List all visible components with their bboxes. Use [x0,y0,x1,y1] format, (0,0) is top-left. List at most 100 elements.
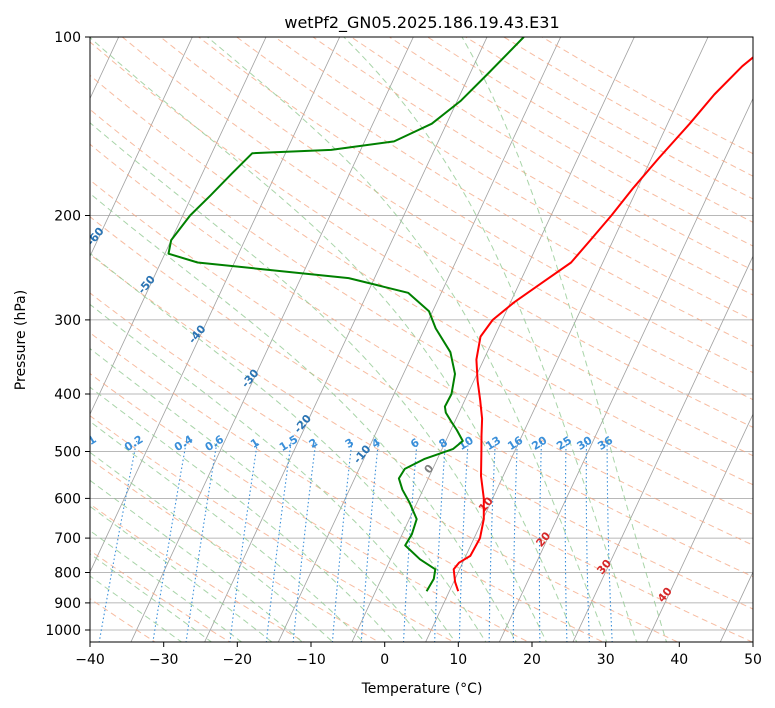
dry-adiabat-line [90,41,753,457]
mixing-ratio-label: 0.4 [172,432,196,454]
isotherm-line [351,37,635,642]
mixing-ratio-line [538,440,543,642]
isotherm-line [425,37,709,642]
isotherm-lines [90,37,753,642]
dry-adiabat-line [197,37,753,374]
isotherm-line [90,37,267,416]
mixing-ratio-label: 6 [408,436,422,451]
mixing-ratio-line [98,440,138,642]
mixing-ratio-label: 36 [595,434,615,453]
dry-adiabat-line [90,292,679,642]
x-axis-label: Temperature (°C) [361,681,483,697]
isotherm-label: -80 [0,132,3,156]
mixing-ratio-line [292,440,317,642]
dry-adiabat-line [90,74,753,486]
moist-adiabat-line [90,347,426,642]
y-tick-label: 700 [54,531,81,547]
isotherm-label: -40 [186,322,209,346]
moist-adiabat-line [343,37,638,642]
dry-adiabat-line [426,37,753,223]
mixing-ratio-label: 25 [554,434,574,453]
isotherm-line [204,37,488,642]
mixing-ratio-line [402,440,418,642]
x-tick-label: 30 [597,652,615,668]
isotherm-line [90,37,341,573]
x-tick-label: −30 [149,652,179,668]
isotherm-label: -60 [84,225,107,249]
mixing-ratio-label: 16 [505,434,525,453]
dry-adiabat-line [90,415,455,642]
mixing-ratio-lines [90,440,613,642]
mixing-ratio-line [229,440,259,642]
moist-adiabat-line [207,37,608,642]
mixing-ratio-label: 30 [575,434,595,453]
mixing-ratio-line [606,441,613,642]
mixing-ratio-line [331,440,353,642]
x-tick-label: 20 [523,652,541,668]
mixing-ratio-label: 20 [530,434,550,453]
dry-adiabat-line [90,549,231,642]
moist-adiabat-line [461,37,668,642]
isotherm-line [646,413,753,642]
background-line-labels: 0.10.20.40.611.52346810131620253036-100-… [0,132,675,605]
mixing-ratio-label: 2 [307,436,320,451]
dry-adiabat-line [90,458,380,642]
y-axis-ticks: 100 200 300 400 500 600 700 800 900 1000 [45,30,90,639]
y-tick-label: 500 [54,445,81,461]
dry-adiabat-line [90,108,753,516]
y-tick-label: 800 [54,566,81,582]
moist-adiabat-label: 0 [422,462,437,476]
moist-adiabat-line [90,192,517,642]
dry-adiabat-line [90,332,605,642]
mixing-ratio-label: 8 [437,436,450,451]
moist-adiabat-line [90,386,395,642]
mixing-ratio-line [564,440,568,642]
y-tick-label: 900 [54,596,81,612]
mixing-ratio-line [458,440,469,642]
moist-adiabat-line [90,303,456,642]
moist-adiabat-line [90,505,273,642]
mixing-ratio-label: 1 [248,436,261,451]
mixing-ratio-line [512,440,518,642]
y-axis-label: Pressure (hPa) [13,290,29,390]
x-tick-label: −40 [75,652,105,668]
chart-title: wetPf2_GN05.2025.186.19.43.E31 [284,13,559,33]
temperature-profile-line [452,56,753,592]
x-tick-label: 0 [380,652,389,668]
dry-adiabat-line [90,216,753,610]
mixing-ratio-label: 0.1 [75,433,98,454]
dry-adiabat-line [235,37,753,347]
moist-adiabat-line [90,451,334,642]
profile-series [167,37,753,592]
dry-adiabat-line [121,37,753,428]
moist-adiabats [90,37,668,642]
dry-adiabat-line [159,37,753,401]
dry-adiabat-line [90,179,753,578]
isotherm-line [277,37,562,642]
y-tick-label: 1000 [45,623,81,639]
mixing-ratio-label: 0.6 [203,432,227,454]
pressure-gridlines [90,37,753,631]
mixing-ratio-label: 13 [483,434,503,453]
plot-frame [89,36,754,643]
dewpoint-profile-line [167,37,525,592]
y-tick-label: 300 [54,313,81,329]
dry-adiabat-line [90,372,530,642]
moist-adiabat-line [90,479,303,642]
x-tick-label: 40 [670,652,688,668]
dry-adiabats [90,37,753,642]
moist-adiabat-line [90,420,365,642]
moist-adiabat-line [90,553,213,642]
y-tick-label: 200 [54,209,81,225]
mixing-ratio-label: 1.5 [277,433,300,454]
mixing-ratio-line [585,440,590,642]
moist-adiabat-line [90,122,547,642]
dry-adiabat-line [312,37,753,296]
isotherm-line [498,97,753,642]
mixing-ratio-label: 0.2 [122,433,145,454]
y-tick-label: 400 [54,387,81,403]
x-tick-label: 10 [449,652,467,668]
moist-adiabat-line [90,37,578,642]
isotherm-line [130,37,414,642]
